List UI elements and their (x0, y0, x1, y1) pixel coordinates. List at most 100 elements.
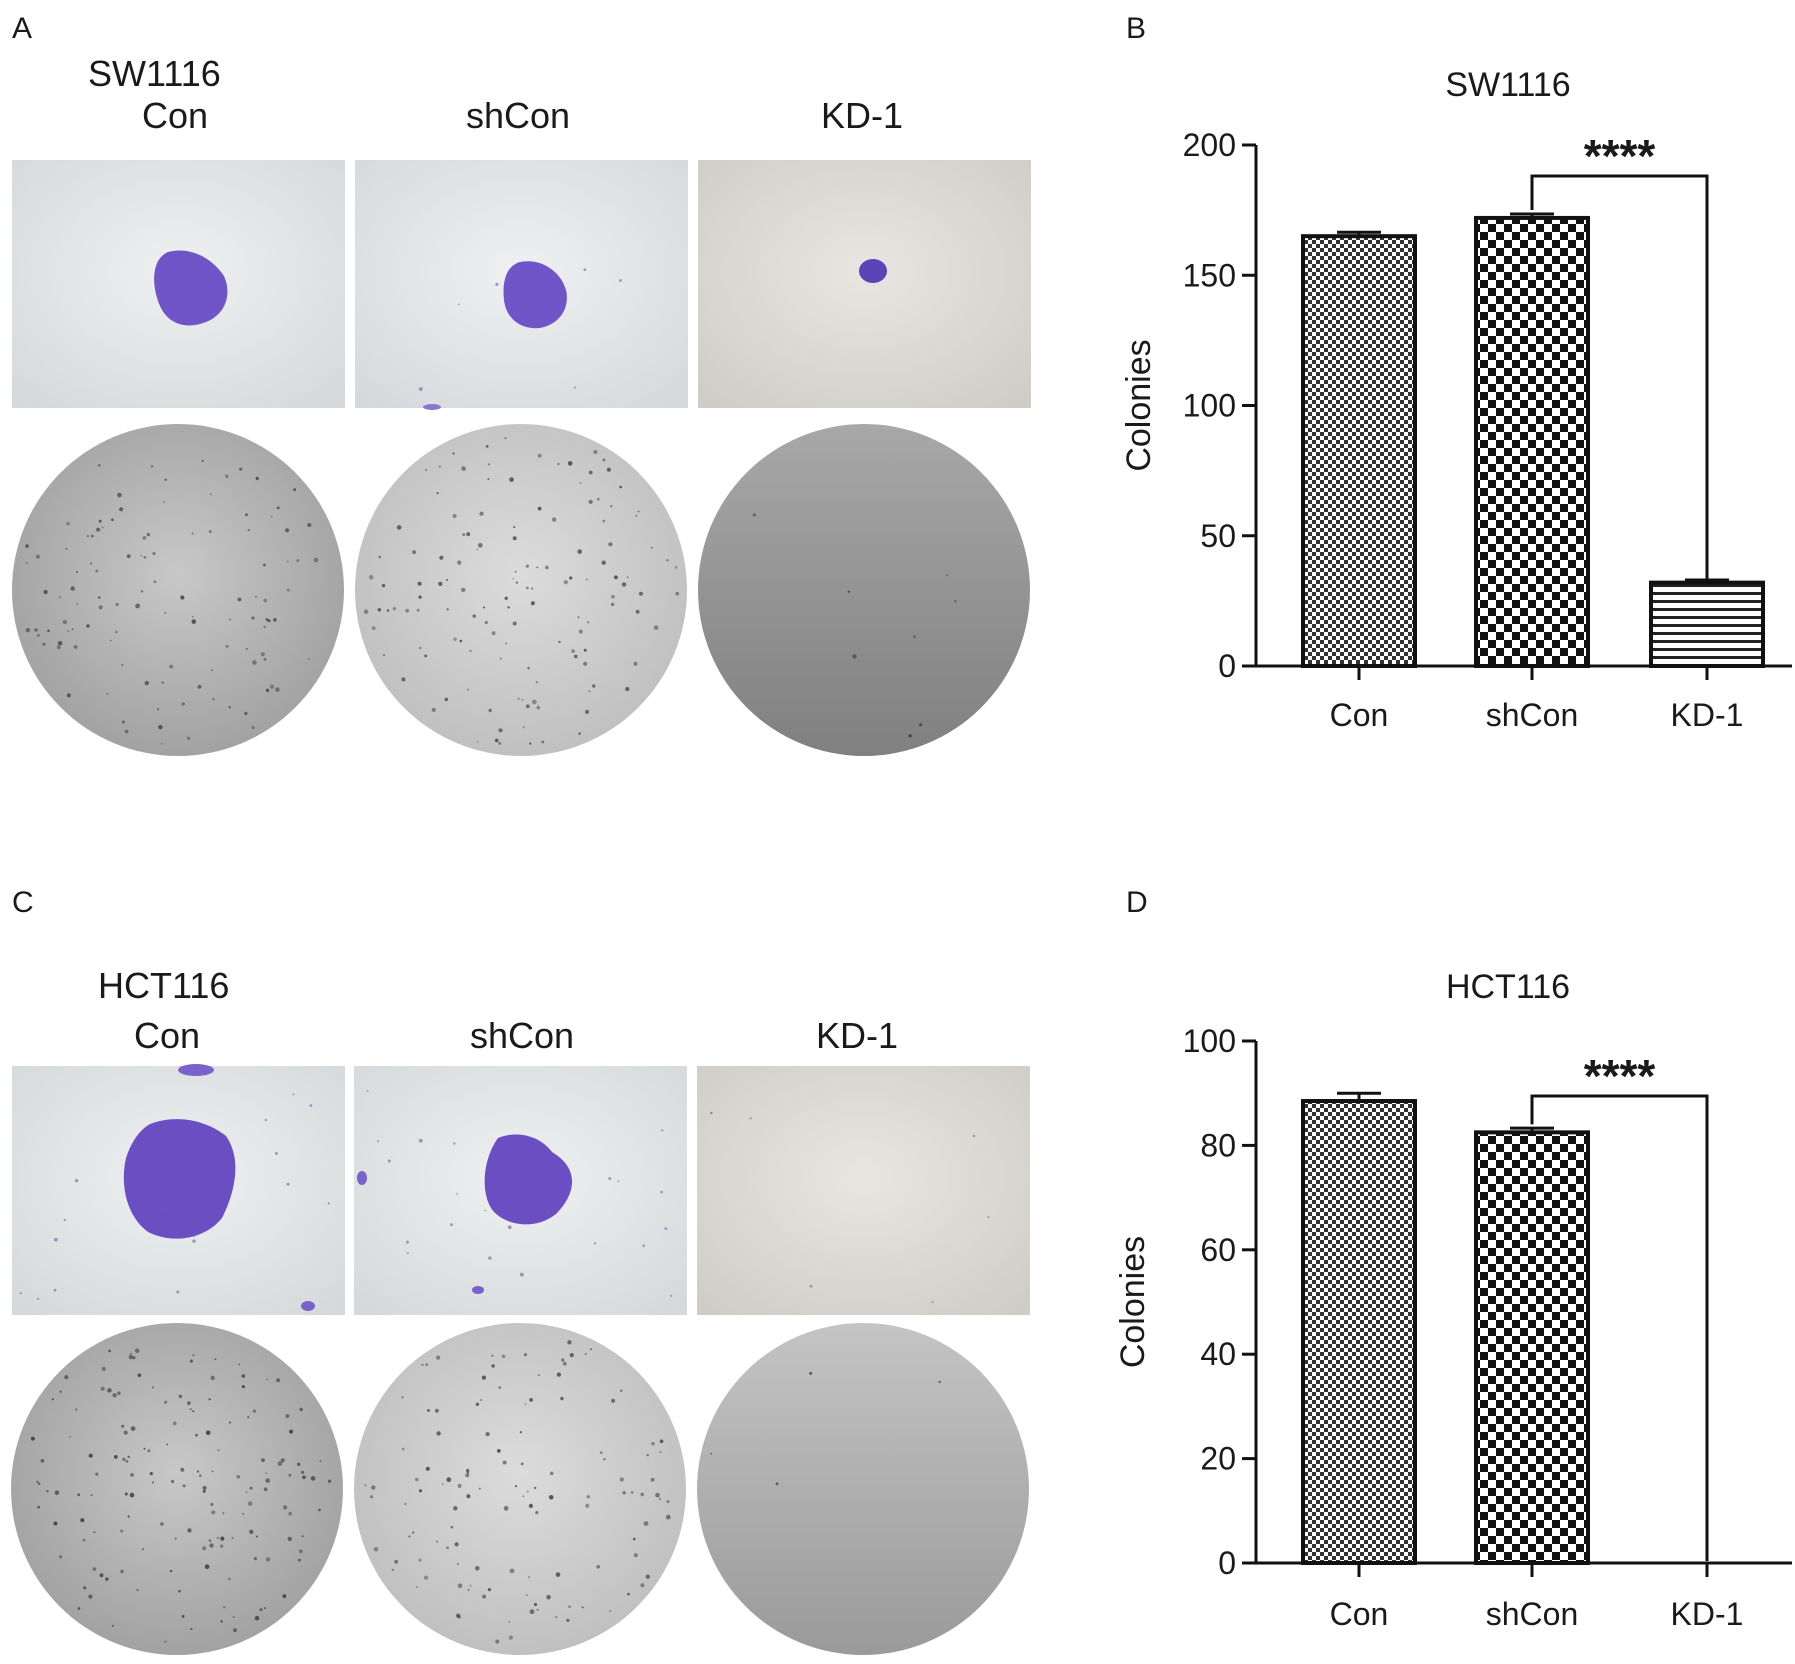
colony-speck (130, 1426, 136, 1431)
colony-speck (483, 606, 485, 609)
colony-speck (313, 557, 319, 563)
colony-speck (587, 621, 590, 624)
colony-speck (160, 1522, 164, 1526)
cell-speck (74, 1178, 79, 1183)
colony-speck (475, 1402, 480, 1407)
colony-speck (62, 619, 68, 625)
colony-speck (425, 469, 427, 471)
y-tick-label: 20 (1200, 1441, 1236, 1477)
colony-speck (129, 1492, 135, 1498)
colony-speck (555, 1572, 561, 1577)
colony-speck (650, 1477, 655, 1482)
cell-speck (546, 1210, 550, 1215)
colony-speck (419, 646, 422, 650)
cell-speck (406, 1252, 409, 1255)
colony-speck (229, 618, 232, 621)
colony-speck (394, 1559, 399, 1564)
colony-speck (210, 1503, 214, 1506)
colony-speck (584, 1353, 587, 1355)
colony-speck (619, 485, 623, 489)
colony-speck (310, 1476, 316, 1481)
colony-speck (533, 1486, 537, 1490)
colony-speck (264, 1607, 266, 1610)
colony-speck (659, 1439, 664, 1444)
colony-speck (514, 570, 517, 573)
colony-speck (201, 459, 204, 462)
colony-speck (569, 576, 573, 580)
colony-speck (130, 1352, 132, 1355)
colony-speck (536, 705, 541, 710)
cell-speck (457, 303, 460, 306)
colony-speck (404, 1503, 407, 1505)
colony-speck (382, 653, 386, 657)
colony-speck (37, 1482, 41, 1485)
colony-speck (476, 548, 479, 551)
colony-speck (522, 726, 525, 729)
cell-speck (377, 1140, 379, 1143)
colony-speck (650, 546, 653, 549)
cell-speck (192, 1234, 196, 1237)
colony-speck (588, 499, 593, 504)
column-header-a-kd1: KD-1 (821, 95, 903, 136)
colony-speck (601, 560, 606, 565)
colony-speck (115, 602, 119, 607)
colony-speck (467, 1589, 470, 1591)
colony-speck (59, 1555, 63, 1559)
x-tick-label: shCon (1486, 1596, 1579, 1632)
colony-speck (211, 669, 213, 671)
colony-speck (446, 1477, 452, 1483)
colony-speck (239, 467, 243, 471)
colony-speck (526, 1594, 528, 1596)
colony-speck (202, 1489, 206, 1493)
colony-speck (265, 1478, 271, 1483)
colony-speck (220, 1544, 224, 1548)
colony-speck (164, 1400, 168, 1404)
cell-speck (19, 1292, 22, 1295)
colony-speck (180, 1467, 185, 1472)
colony-speck (425, 1466, 430, 1471)
x-tick-label: KD-1 (1671, 697, 1744, 733)
colony-speck (536, 566, 539, 569)
colony-speck (643, 1521, 649, 1526)
colony-speck (424, 654, 428, 658)
colony-speck (76, 603, 78, 605)
colony-speck (70, 586, 75, 591)
colony-speck (537, 1374, 540, 1377)
cell-speck (617, 1180, 620, 1183)
colony-speck (247, 1501, 253, 1506)
colony-speck (619, 1389, 623, 1392)
colony-speck (59, 1390, 62, 1393)
colony-speck (158, 725, 163, 730)
colony-speck (938, 1380, 941, 1384)
colony-speck (25, 544, 29, 548)
colony-speck (285, 1413, 290, 1419)
colony-speck (77, 1493, 81, 1497)
colony-speck (121, 720, 125, 724)
colony-speck (120, 1529, 124, 1533)
colony-speck (297, 1462, 301, 1466)
colony-speck (82, 1538, 86, 1542)
colony-speck (590, 1348, 592, 1351)
colony-speck (128, 1354, 133, 1360)
colony-speck (491, 1354, 494, 1357)
colony-speck (181, 1615, 185, 1618)
colony-speck (100, 1386, 105, 1391)
cell-line-label-a: SW1116 (88, 53, 221, 94)
colony-speck (251, 726, 255, 730)
y-tick-label: 60 (1200, 1232, 1236, 1268)
colony-speck (136, 1588, 139, 1592)
colony-speck (619, 1477, 624, 1482)
colony-speck (622, 1491, 626, 1495)
colony-speck (401, 1447, 405, 1451)
colony-speck (261, 1458, 265, 1462)
cell-speck (660, 1190, 663, 1194)
colony-speck (498, 1386, 502, 1389)
colony-speck (524, 1353, 527, 1357)
colony-speck (525, 564, 530, 568)
colony-speck (265, 1557, 271, 1562)
colony-speck (469, 649, 472, 653)
colony-speck (847, 590, 850, 593)
colony-speck (452, 452, 455, 455)
cell-speck (309, 1104, 313, 1107)
colony-speck (588, 690, 591, 693)
